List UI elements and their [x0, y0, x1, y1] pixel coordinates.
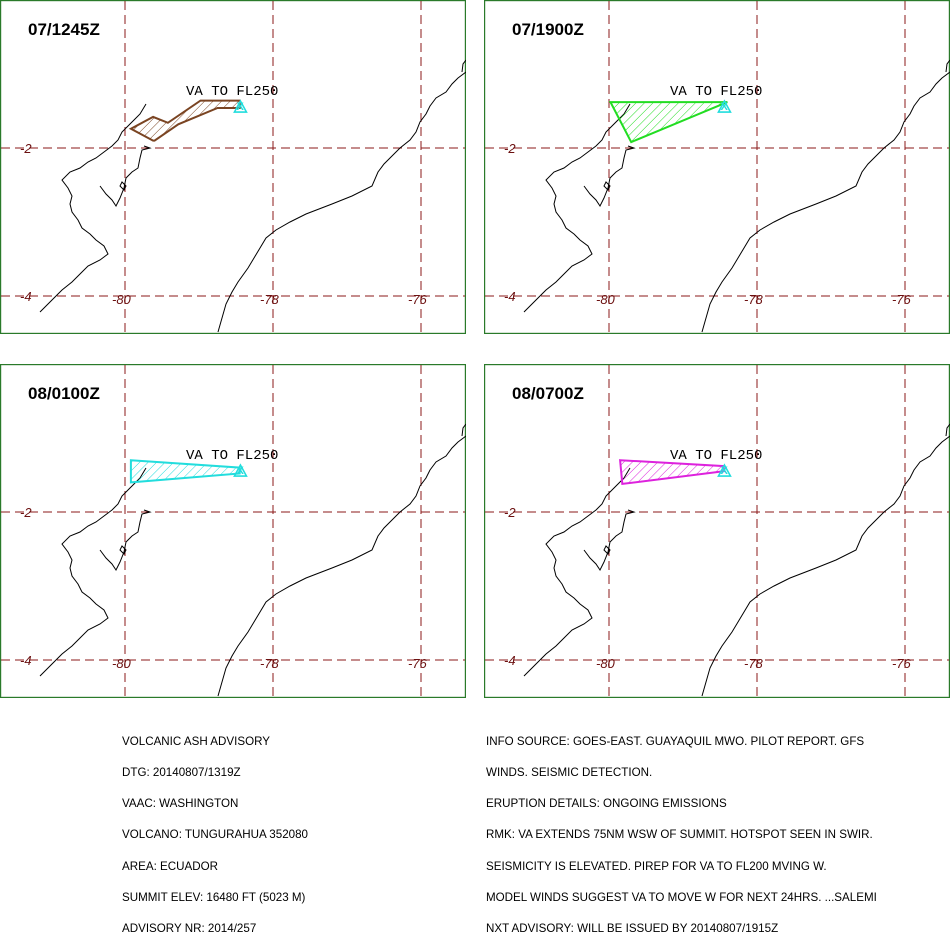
- longitude-tick-label: -76: [892, 292, 912, 307]
- map-panel-1: X 07/1245Z VA TO FL250 -2 -4 -80 -78 -76: [0, 0, 466, 334]
- latitude-tick-label: -4: [504, 653, 516, 668]
- map-frame: [0, 0, 466, 334]
- volcano-triangle-icon: [233, 99, 248, 113]
- longitude-tick-label: -80: [112, 656, 132, 671]
- coastline: [523, 59, 950, 333]
- map-panel-4: X 08/0700Z VA TO FL250 -2 -4 -80 -78 -76: [484, 364, 950, 698]
- volcano-triangle-icon: [717, 99, 732, 113]
- coastline: [39, 59, 466, 333]
- latitude-tick-label: -2: [504, 505, 516, 520]
- longitude-tick-label: -76: [892, 656, 912, 671]
- latitude-tick-label: -2: [20, 141, 32, 156]
- advisory-line: SUMMIT ELEV: 16480 FT (5023 M): [122, 890, 306, 904]
- map-frame: [484, 0, 950, 334]
- map-frame: [484, 364, 950, 698]
- longitude-tick-label: -78: [260, 656, 280, 671]
- map-panel-2: X 07/1900Z VA TO FL250 -2 -4 -80 -78 -76: [484, 0, 950, 334]
- map-svg: X 08/0700Z VA TO FL250 -2 -4 -80 -78 -76: [484, 364, 950, 698]
- valid-time-label: 07/1900Z: [512, 20, 584, 39]
- ash-cloud-polygon: [128, 99, 241, 142]
- valid-time-label: 07/1245Z: [28, 20, 100, 39]
- coastline: [39, 423, 466, 697]
- volcano-marker: X: [236, 101, 244, 113]
- longitude-tick-label: -80: [596, 292, 616, 307]
- valid-time-label: 08/0100Z: [28, 384, 100, 403]
- advisory-line: AREA: ECUADOR: [122, 859, 218, 873]
- advisory-line: WINDS. SEISMIC DETECTION.: [486, 766, 653, 780]
- advisory-line: NXT ADVISORY: WILL BE ISSUED BY 20140807…: [486, 922, 779, 936]
- map-svg: X 08/0100Z VA TO FL250 -2 -4 -80 -78 -76: [0, 364, 466, 698]
- map-frame: [0, 364, 466, 698]
- latitude-tick-label: -4: [20, 653, 32, 668]
- ash-cloud-polygon: [129, 459, 241, 484]
- volcano-triangle-icon: [233, 463, 248, 477]
- longitude-tick-label: -80: [112, 292, 132, 307]
- latitude-tick-label: -4: [20, 289, 32, 304]
- map-svg: X 07/1245Z VA TO FL250 -2 -4 -80 -78 -76: [0, 0, 466, 334]
- latitude-tick-label: -2: [20, 505, 32, 520]
- flight-level-label: VA TO FL250: [186, 448, 278, 464]
- longitude-tick-label: -80: [596, 656, 616, 671]
- volcano-triangle-icon: [717, 463, 732, 477]
- advisory-line: RMK: VA EXTENDS 75NM WSW OF SUMMIT. HOTS…: [486, 828, 873, 842]
- map-panel-3: X 08/0100Z VA TO FL250 -2 -4 -80 -78 -76: [0, 364, 466, 698]
- longitude-tick-label: -76: [408, 292, 428, 307]
- flight-level-label: VA TO FL250: [186, 84, 278, 100]
- flight-level-label: VA TO FL250: [670, 84, 762, 100]
- advisory-line: VOLCANO: TUNGURAHUA 352080: [122, 828, 308, 842]
- advisory-details: INFO SOURCE: GOES-EAST. GUAYAQUIL MWO. P…: [486, 716, 877, 945]
- longitude-tick-label: -78: [744, 656, 764, 671]
- advisory-line: DTG: 20140807/1319Z: [122, 766, 241, 780]
- ash-cloud-polygon: [618, 459, 725, 486]
- advisory-summary: VOLCANIC ASH ADVISORY DTG: 20140807/1319…: [122, 716, 308, 945]
- advisory-line: VOLCANIC ASH ADVISORY: [122, 734, 270, 748]
- coastline: [523, 423, 950, 697]
- longitude-tick-label: -78: [260, 292, 280, 307]
- advisory-line: ADVISORY NR: 2014/257: [122, 922, 257, 936]
- advisory-line: INFO SOURCE: GOES-EAST. GUAYAQUIL MWO. P…: [486, 734, 865, 748]
- longitude-tick-label: -78: [744, 292, 764, 307]
- advisory-line: VAAC: WASHINGTON: [122, 797, 239, 811]
- advisory-line: SEISMICITY IS ELEVATED. PIREP FOR VA TO …: [486, 859, 827, 873]
- volcano-marker: X: [720, 465, 728, 477]
- advisory-line: MODEL WINDS SUGGEST VA TO MOVE W FOR NEX…: [486, 890, 877, 904]
- longitude-tick-label: -76: [408, 656, 428, 671]
- valid-time-label: 08/0700Z: [512, 384, 584, 403]
- volcano-marker: X: [720, 101, 728, 113]
- map-svg: X 07/1900Z VA TO FL250 -2 -4 -80 -78 -76: [484, 0, 950, 334]
- latitude-tick-label: -2: [504, 141, 516, 156]
- latitude-tick-label: -4: [504, 289, 516, 304]
- advisory-line: ERUPTION DETAILS: ONGOING EMISSIONS: [486, 797, 727, 811]
- flight-level-label: VA TO FL250: [670, 448, 762, 464]
- volcano-marker: X: [236, 465, 244, 477]
- ash-cloud-polygon: [608, 101, 728, 144]
